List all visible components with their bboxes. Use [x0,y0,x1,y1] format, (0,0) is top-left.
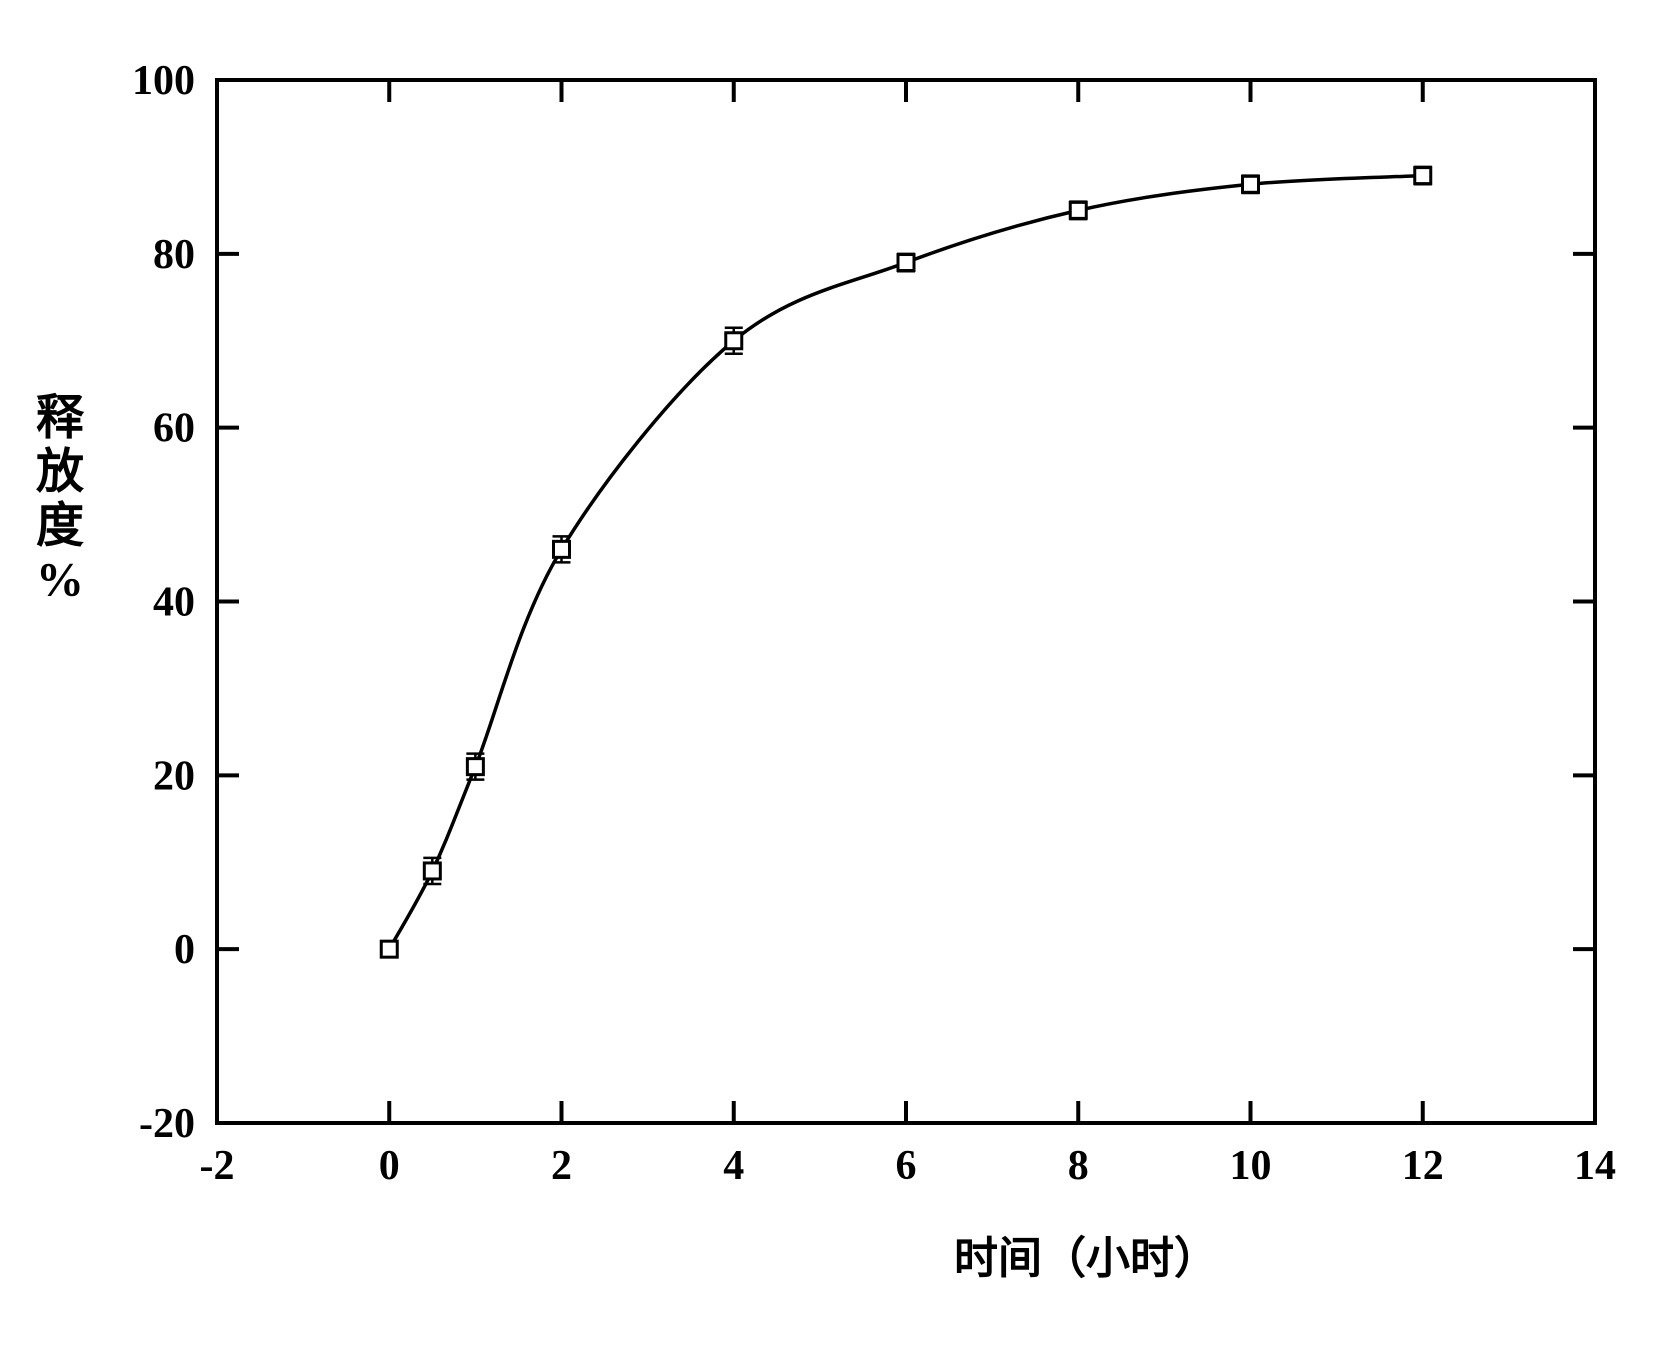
data-marker [467,759,483,775]
release-chart: -202468101214-20020406080100时间（小时）释放度% [0,0,1678,1368]
x-axis-title: 时间（小时） [954,1234,1218,1283]
x-tick-label: 0 [379,1143,400,1189]
data-marker [1070,202,1086,218]
y-axis-title: 释放度% [36,392,85,607]
data-marker [1243,176,1259,192]
x-tick-label: 2 [551,1143,572,1189]
x-tick-label: 6 [896,1143,917,1189]
y-axis-title-char: 释 [36,392,85,445]
y-tick-label: -20 [139,1101,195,1147]
x-tick-label: 14 [1574,1143,1616,1189]
y-tick-label: 100 [132,58,195,104]
y-tick-label: 60 [153,406,195,452]
data-marker [898,255,914,271]
data-marker [726,333,742,349]
x-tick-label: 10 [1230,1143,1272,1189]
y-tick-label: 80 [153,232,195,278]
data-marker [381,941,397,957]
y-tick-label: 20 [153,753,195,799]
data-marker [554,541,570,557]
x-tick-label: 12 [1402,1143,1444,1189]
chart-svg: -202468101214-20020406080100时间（小时）释放度% [0,0,1678,1368]
x-tick-label: 4 [723,1143,744,1189]
y-axis-title-char: 度 [36,500,84,553]
data-marker [1415,168,1431,184]
y-tick-label: 40 [153,580,195,626]
data-marker [424,863,440,879]
y-tick-label: 0 [174,927,195,973]
y-axis-title-char: 放 [36,446,84,499]
x-tick-label: 8 [1068,1143,1089,1189]
x-tick-label: -2 [200,1143,235,1189]
y-axis-title-char: % [36,554,84,607]
